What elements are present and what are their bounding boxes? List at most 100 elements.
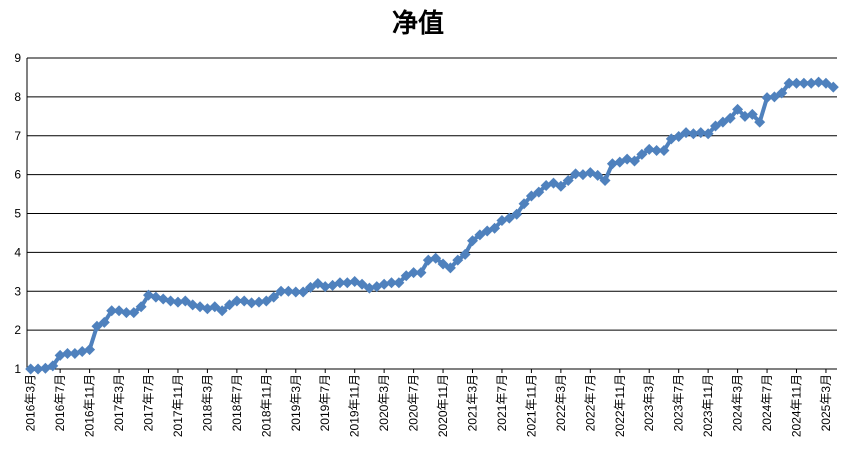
marker xyxy=(275,285,287,297)
marker xyxy=(32,363,44,375)
marker xyxy=(62,347,73,359)
marker xyxy=(489,222,501,234)
marker xyxy=(673,131,685,143)
marker xyxy=(106,305,118,317)
marker xyxy=(84,344,96,356)
x-tick-label: 2018年7月 xyxy=(230,374,244,431)
marker xyxy=(643,143,655,155)
marker xyxy=(680,127,692,139)
marker xyxy=(658,145,670,157)
y-tick-label: 3 xyxy=(14,284,21,298)
marker xyxy=(91,320,103,332)
x-tick-label: 2018年3月 xyxy=(200,374,214,431)
marker xyxy=(629,155,640,167)
marker xyxy=(415,267,427,279)
marker xyxy=(761,92,773,104)
marker xyxy=(98,316,110,328)
x-tick-label: 2020年7月 xyxy=(407,374,421,431)
marker xyxy=(444,262,456,274)
marker xyxy=(430,252,442,264)
x-tick-label: 2024年3月 xyxy=(731,374,745,431)
y-tick-label: 4 xyxy=(14,245,21,259)
marker xyxy=(533,186,545,198)
marker xyxy=(341,277,353,289)
marker xyxy=(378,278,390,290)
x-tick-label: 2020年3月 xyxy=(377,374,391,431)
x-tick-label: 2021年3月 xyxy=(466,374,480,431)
marker xyxy=(135,301,147,313)
x-tick-label: 2024年11月 xyxy=(790,374,804,437)
marker xyxy=(209,301,221,313)
marker xyxy=(128,307,140,319)
marker xyxy=(393,277,405,289)
x-tick-label: 2021年7月 xyxy=(495,374,509,431)
marker xyxy=(599,174,611,186)
x-tick-label: 2016年11月 xyxy=(83,374,97,437)
marker xyxy=(290,286,302,298)
marker xyxy=(253,296,265,308)
marker xyxy=(732,103,744,115)
chart-title: 净值 xyxy=(392,9,444,39)
y-tick-label: 6 xyxy=(14,168,21,182)
marker xyxy=(260,295,272,307)
x-tick-label: 2023年3月 xyxy=(642,374,656,431)
marker xyxy=(562,174,574,186)
x-tick-label: 2019年3月 xyxy=(289,374,303,431)
marker xyxy=(179,295,191,307)
marker xyxy=(768,91,780,103)
marker xyxy=(474,229,486,241)
marker xyxy=(754,116,766,128)
marker xyxy=(746,108,758,120)
x-tick-label: 2025年3月 xyxy=(819,374,833,431)
marker xyxy=(224,299,235,311)
x-tick-label: 2024年7月 xyxy=(760,374,774,431)
marker xyxy=(511,208,523,220)
marker xyxy=(798,77,810,89)
marker xyxy=(216,305,228,317)
x-tick-label: 2016年3月 xyxy=(24,374,38,431)
marker xyxy=(297,286,309,298)
marker xyxy=(813,76,825,88)
x-tick-label: 2017年11月 xyxy=(171,374,185,437)
y-tick-label: 2 xyxy=(14,323,21,337)
x-tick-label: 2022年11月 xyxy=(613,374,627,437)
marker xyxy=(25,363,37,375)
marker xyxy=(827,81,839,93)
marker xyxy=(334,277,346,289)
marker xyxy=(408,267,420,279)
marker xyxy=(246,297,258,309)
marker xyxy=(702,128,714,140)
marker xyxy=(717,116,729,128)
y-tick-label: 8 xyxy=(14,90,21,104)
marker xyxy=(467,235,478,247)
marker xyxy=(437,258,449,270)
marker xyxy=(606,158,618,170)
marker xyxy=(525,190,537,202)
marker xyxy=(268,291,280,303)
x-tick-label: 2019年7月 xyxy=(318,374,332,431)
marker xyxy=(305,281,316,293)
x-tick-label: 2017年3月 xyxy=(112,374,126,431)
marker xyxy=(231,295,243,307)
marker xyxy=(687,128,699,140)
marker xyxy=(776,87,788,99)
x-tick-label: 2023年11月 xyxy=(701,374,715,437)
marker xyxy=(120,307,132,319)
x-tick-label: 2020年11月 xyxy=(436,374,450,437)
x-tick-label: 2021年11月 xyxy=(524,374,538,437)
marker xyxy=(695,127,707,139)
marker xyxy=(319,281,331,293)
marker xyxy=(636,148,648,160)
x-tick-label: 2022年3月 xyxy=(554,374,568,431)
marker xyxy=(570,168,582,180)
marker xyxy=(592,169,604,181)
marker xyxy=(459,248,471,260)
x-tick-label: 2016年7月 xyxy=(53,374,67,431)
marker xyxy=(518,198,530,210)
y-tick-label: 1 xyxy=(14,362,21,376)
marker xyxy=(805,77,817,89)
marker xyxy=(724,112,736,124)
marker xyxy=(363,282,375,294)
